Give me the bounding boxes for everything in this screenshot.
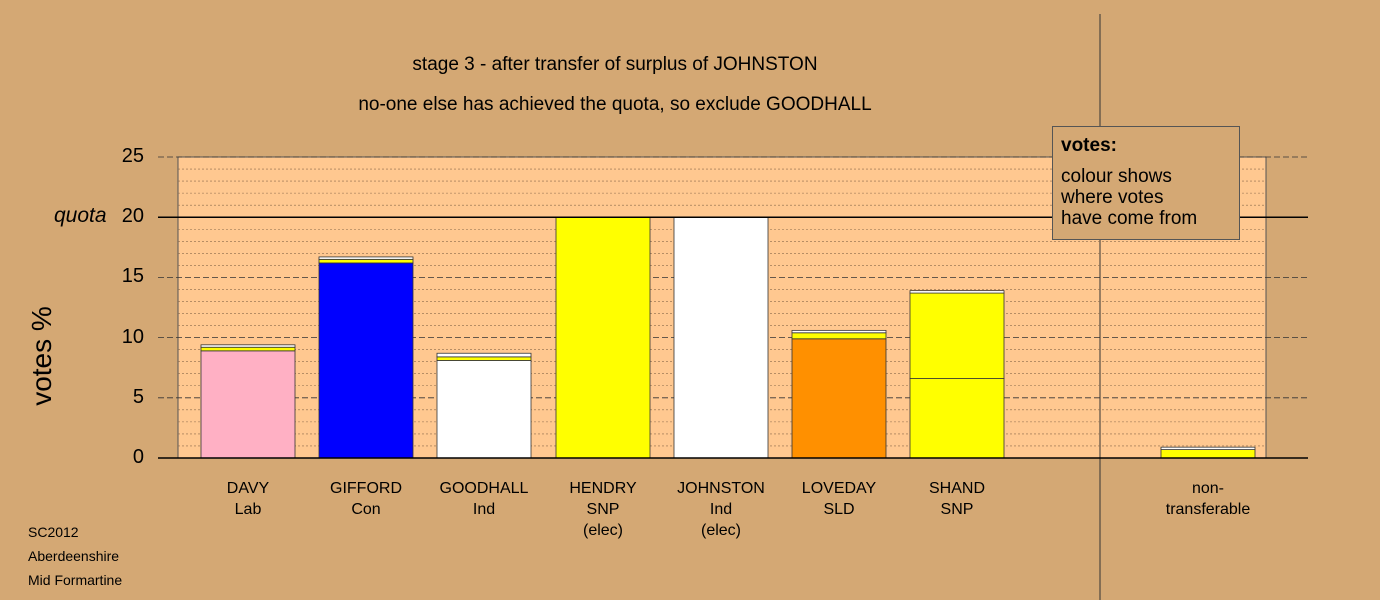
bars (200, 216, 1256, 459)
bar-segment (1160, 446, 1256, 450)
legend-line: colour shows (1061, 166, 1172, 187)
bar-segment (909, 378, 1005, 459)
category-label-line: SNP (940, 501, 974, 518)
category-label-line: (elec) (582, 522, 623, 539)
category-label-line: SHAND (928, 480, 985, 497)
y-tick-label: 20 (121, 205, 144, 228)
chart-subtitle: no-one else has achieved the quota, so e… (358, 94, 872, 115)
category-label: GOODHALL Ind (429, 478, 539, 520)
category-label-line: SLD (823, 501, 855, 518)
y-tick-label: 5 (132, 385, 144, 408)
y-tick-label: 25 (121, 145, 144, 167)
category-label: non-transferable (1153, 478, 1263, 520)
bar-segment (200, 344, 296, 348)
footer-line: Aberdeenshire (28, 548, 120, 564)
quota-label: quota (54, 204, 107, 227)
bar-segment (791, 329, 887, 334)
y-tick-label: 0 (132, 446, 144, 468)
legend: votes: colour shows where votes have com… (1052, 126, 1240, 240)
bar-segment (318, 258, 414, 264)
bar-segment (436, 352, 532, 358)
bar-segment (791, 338, 887, 459)
category-label-line: transferable (1165, 501, 1251, 518)
category-label-line: DAVY (226, 480, 270, 497)
category-label-line: LOVEDAY (801, 480, 877, 497)
category-label: HENDRY SNP (elec) (548, 478, 658, 541)
y-tick-label: 10 (121, 325, 144, 348)
category-label-line: GIFFORD (330, 480, 402, 497)
footer-line: Mid Formartine (28, 572, 123, 588)
bar-segment (1160, 449, 1256, 459)
bar-segment (436, 356, 532, 361)
category-label: JOHNSTON Ind (elec) (666, 478, 776, 541)
category-label-line: Ind (709, 501, 733, 518)
category-label-line: non- (1191, 480, 1225, 497)
bar-segment (200, 350, 296, 459)
bar-segment (791, 332, 887, 340)
y-tick-label: 15 (121, 265, 144, 288)
category-label-line: Lab (234, 501, 262, 518)
category-label-line: SNP (586, 501, 620, 518)
category-label: DAVY Lab (193, 478, 303, 520)
category-label-line: GOODHALL (439, 480, 529, 497)
category-label: LOVEDAY SLD (784, 478, 894, 520)
bar-segment (200, 346, 296, 352)
chart-title: stage 3 - after transfer of surplus of J… (412, 54, 818, 75)
bar-segment (909, 292, 1005, 379)
category-label-line: JOHNSTON (677, 480, 765, 497)
category-label: GIFFORD Con (311, 478, 421, 520)
bar-segment (318, 262, 414, 459)
y-axis-label: votes % (26, 306, 57, 406)
bar-segment (436, 360, 532, 459)
legend-title: votes: (1061, 135, 1117, 156)
category-label-line: Ind (472, 501, 496, 518)
category-label-line: Con (351, 501, 381, 518)
category-label: SHAND SNP (902, 478, 1012, 520)
category-label-line: HENDRY (569, 480, 637, 497)
bar-segment (318, 256, 414, 260)
bar-segment (909, 290, 1005, 294)
legend-line: where votes (1061, 187, 1164, 208)
footer: SC2012 Aberdeenshire Mid Formartine (28, 520, 122, 592)
category-label-line: (elec) (700, 522, 741, 539)
bar-segment (555, 216, 651, 459)
legend-line: have come from (1061, 208, 1198, 229)
bar-segment (673, 216, 769, 459)
footer-line: SC2012 (28, 524, 79, 540)
